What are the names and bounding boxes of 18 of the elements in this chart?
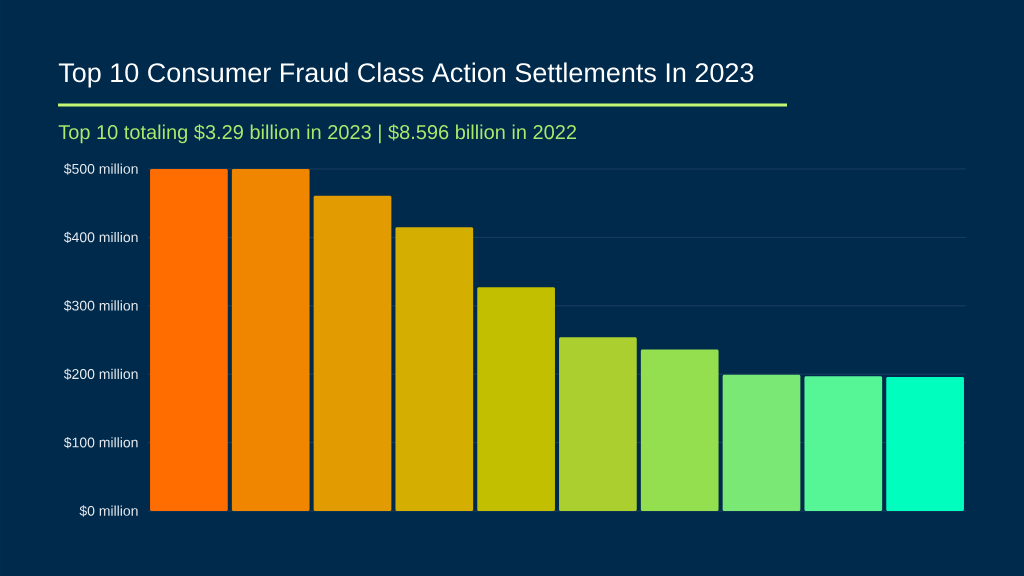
y-tick-label: $500 million	[63, 163, 138, 175]
bar	[313, 195, 392, 511]
bar	[395, 227, 474, 511]
bar	[231, 168, 310, 511]
bar	[886, 376, 964, 511]
bar	[722, 374, 801, 511]
bar	[640, 349, 719, 511]
chart-subtitle: Top 10 totaling $3.29 billion in 2023 | $8.596 billion in 2022	[58, 124, 577, 144]
chart-title: Top 10 Consumer Fraud Class Action Settlements In 2023	[58, 62, 754, 88]
bar	[804, 376, 883, 511]
y-tick-label: $0 million	[79, 505, 138, 517]
y-tick-label: $100 million	[63, 436, 138, 449]
y-tick-label: $200 million	[63, 368, 138, 380]
y-tick-label: $300 million	[63, 300, 138, 312]
bar	[150, 168, 228, 511]
bar	[559, 337, 637, 511]
bar	[477, 287, 555, 511]
y-tick-label: $400 million	[63, 231, 138, 244]
